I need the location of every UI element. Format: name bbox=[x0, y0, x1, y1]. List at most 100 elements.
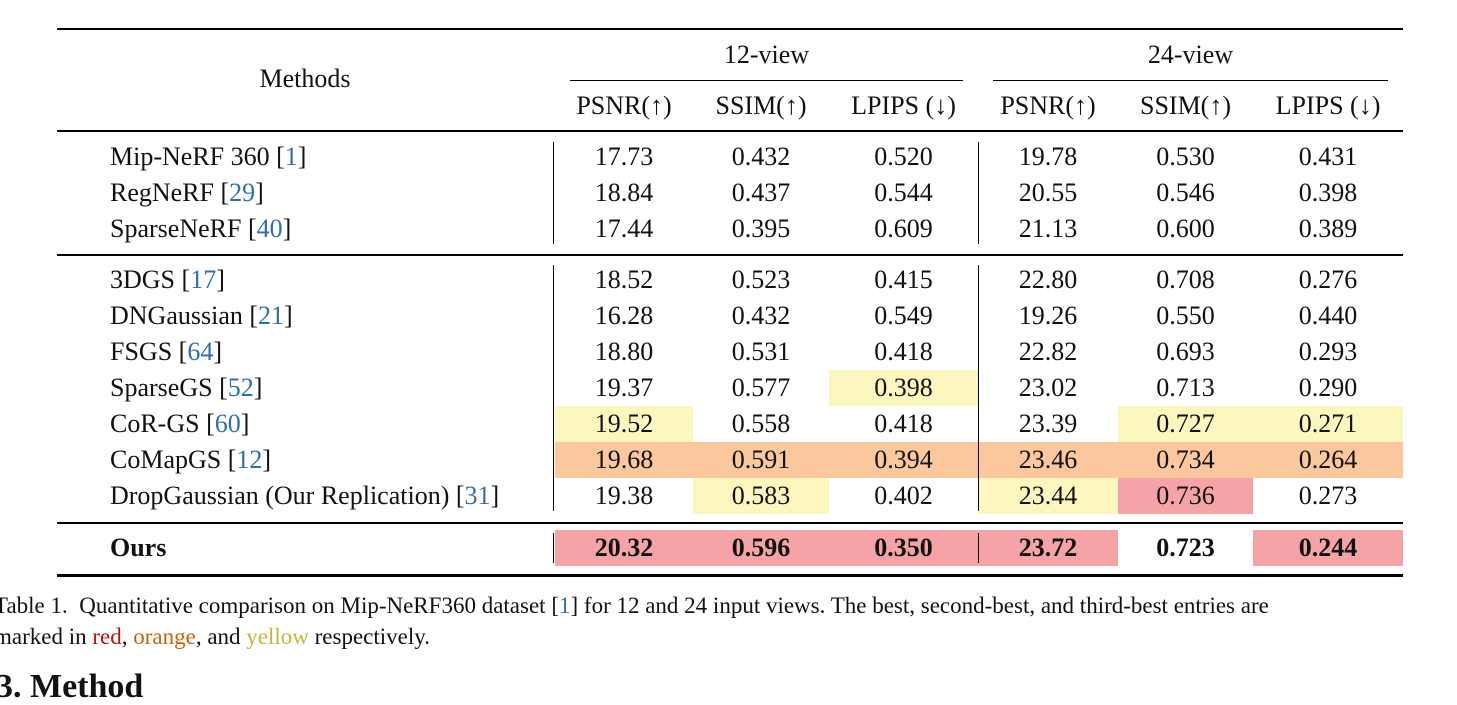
value-cell: 0.394 bbox=[829, 442, 978, 478]
caption-text: ] bbox=[570, 593, 579, 618]
value-cell: 0.432 bbox=[731, 301, 791, 330]
value-cell: 0.520 bbox=[874, 142, 933, 171]
rule bbox=[978, 533, 979, 563]
metric-header: PSNR(↑) bbox=[1000, 91, 1096, 120]
value-cell: 0.583 bbox=[693, 478, 829, 514]
group-header: 24-view bbox=[1147, 40, 1234, 69]
bracket: [ bbox=[181, 265, 191, 294]
rule bbox=[57, 574, 1403, 577]
value-cell: 0.591 bbox=[693, 442, 829, 478]
method: DNGaussian [21] bbox=[110, 298, 293, 334]
method-name: CoMapGS bbox=[110, 445, 228, 474]
citation: 1 bbox=[284, 142, 298, 171]
method: 3DGS [17] bbox=[110, 262, 225, 298]
caption-text: red bbox=[92, 624, 122, 649]
method-name: DNGaussian bbox=[110, 301, 250, 330]
value-cell: 0.531 bbox=[731, 337, 791, 366]
value-cell: 0.418 bbox=[874, 409, 933, 438]
rule bbox=[57, 28, 1403, 30]
value-cell: 0.736 bbox=[1118, 478, 1253, 514]
value-cell: 19.68 bbox=[555, 442, 693, 478]
value-cell: 0.544 bbox=[874, 178, 933, 207]
method: RegNeRF [29] bbox=[110, 175, 264, 211]
value-cell: 0.398 bbox=[829, 370, 978, 406]
value-cell: 0.350 bbox=[829, 530, 978, 566]
bracket: ] bbox=[240, 409, 250, 438]
citation: 60 bbox=[214, 409, 241, 438]
rule bbox=[553, 265, 554, 511]
caption-text: yellow bbox=[246, 624, 309, 649]
caption-text: , bbox=[121, 624, 134, 649]
value-cell: 0.596 bbox=[693, 530, 829, 566]
rule bbox=[57, 254, 1403, 256]
metric-header: SSIM(↑) bbox=[715, 91, 807, 120]
value-cell: 23.39 bbox=[1018, 409, 1078, 438]
value-cell: 0.437 bbox=[731, 178, 791, 207]
bracket: ] bbox=[284, 301, 293, 330]
value-cell: 0.244 bbox=[1253, 530, 1403, 566]
value-cell: 19.52 bbox=[555, 406, 693, 442]
value-cell: 0.546 bbox=[1156, 178, 1215, 207]
caption-text: [ bbox=[551, 593, 559, 618]
bracket: ] bbox=[213, 337, 222, 366]
bracket: ] bbox=[262, 445, 272, 474]
group-header: 12-view bbox=[723, 40, 810, 69]
value-cell: 19.38 bbox=[594, 481, 654, 510]
caption-line: marked in red, orange, and yellow respec… bbox=[0, 625, 430, 648]
bracket: ] bbox=[255, 178, 264, 207]
method-name: 3DGS bbox=[110, 265, 182, 294]
value-cell: 0.727 bbox=[1118, 406, 1253, 442]
rule bbox=[57, 130, 1403, 132]
bracket: [ bbox=[206, 409, 215, 438]
value-cell: 0.713 bbox=[1156, 373, 1215, 402]
value-cell: 0.530 bbox=[1156, 142, 1215, 171]
citation: 31 bbox=[464, 481, 491, 510]
method: CoMapGS [12] bbox=[110, 442, 271, 478]
value-cell: 17.44 bbox=[594, 214, 654, 243]
value-cell: 0.415 bbox=[874, 265, 933, 294]
method-name: Ours bbox=[110, 533, 167, 562]
value-cell: 0.549 bbox=[874, 301, 933, 330]
value-cell: 19.78 bbox=[1018, 142, 1078, 171]
value-cell: 0.293 bbox=[1298, 337, 1358, 366]
metric-header: LPIPS (↓) bbox=[1275, 91, 1381, 120]
method: Mip-NeRF 360 [1] bbox=[110, 139, 306, 175]
caption-text: orange bbox=[133, 624, 196, 649]
method: DropGaussian (Our Replication) [31] bbox=[110, 478, 499, 514]
rule bbox=[978, 265, 979, 511]
rule bbox=[978, 142, 979, 244]
bracket: [ bbox=[249, 301, 259, 330]
value-cell: 0.431 bbox=[1298, 142, 1358, 171]
method: SparseNeRF [40] bbox=[110, 211, 291, 247]
value-cell: 0.600 bbox=[1156, 214, 1215, 243]
caption-text: for 12 and 24 input views. The best, sec… bbox=[578, 593, 1269, 618]
value-cell: 0.290 bbox=[1298, 373, 1358, 402]
value-cell: 18.84 bbox=[594, 178, 654, 207]
value-cell: 0.693 bbox=[1156, 337, 1215, 366]
header-methods: Methods bbox=[259, 64, 351, 93]
bracket: [ bbox=[178, 337, 188, 366]
value-cell: 18.80 bbox=[594, 337, 654, 366]
value-cell: 23.02 bbox=[1018, 373, 1078, 402]
citation: 17 bbox=[190, 265, 217, 294]
bracket: [ bbox=[227, 445, 237, 474]
value-cell: 22.82 bbox=[1018, 337, 1078, 366]
bracket: [ bbox=[219, 373, 228, 402]
value-cell: 16.28 bbox=[594, 301, 654, 330]
value-cell: 20.32 bbox=[555, 530, 693, 566]
value-cell: 0.398 bbox=[1298, 178, 1358, 207]
value-cell: 21.13 bbox=[1018, 214, 1078, 243]
value-cell: 18.52 bbox=[594, 265, 654, 294]
value-cell: 0.708 bbox=[1156, 265, 1215, 294]
caption-text: 1 bbox=[558, 593, 571, 618]
value-cell: 0.432 bbox=[731, 142, 791, 171]
method-name: DropGaussian (Our Replication) bbox=[110, 481, 456, 510]
value-cell: 0.723 bbox=[1156, 533, 1215, 562]
method-name: RegNeRF bbox=[110, 178, 221, 207]
value-cell: 0.734 bbox=[1118, 442, 1253, 478]
value-cell: 20.55 bbox=[1018, 178, 1078, 207]
method: Ours bbox=[110, 530, 166, 566]
bracket: ] bbox=[297, 142, 307, 171]
method-name: SparseGS bbox=[110, 373, 220, 402]
metric-header: PSNR(↑) bbox=[576, 91, 672, 120]
